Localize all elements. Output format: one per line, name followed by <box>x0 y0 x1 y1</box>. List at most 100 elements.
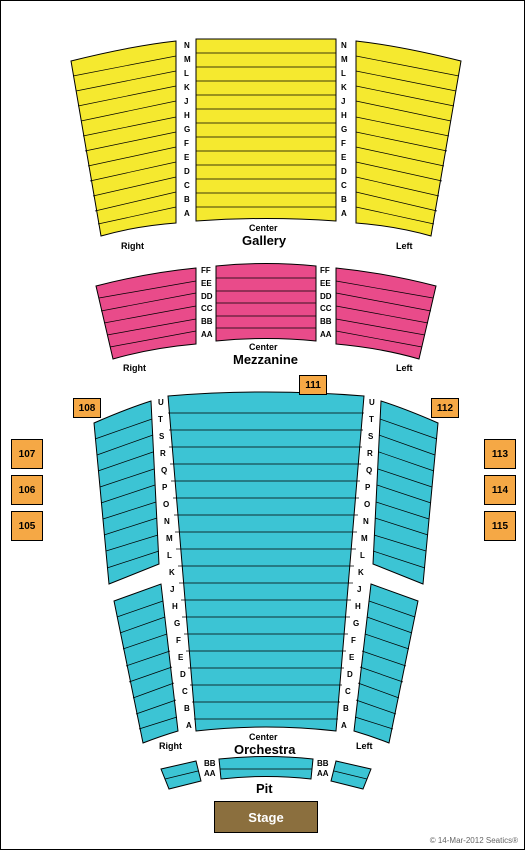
orch-p-l: P <box>162 483 167 492</box>
mezzanine-right <box>96 268 196 359</box>
pit-bb-r: BB <box>317 759 329 768</box>
orch-j-r: J <box>357 585 361 594</box>
orch-b-l: B <box>184 704 190 713</box>
box-114: 114 <box>484 475 516 505</box>
gallery-row-m-l: M <box>184 55 191 64</box>
seating-chart: N M L K J H G F E D C B A N M L K J H G … <box>0 0 525 850</box>
orch-u-r: U <box>369 398 375 407</box>
mezz-cc-l: CC <box>201 304 213 313</box>
mezz-dd-r: DD <box>320 292 332 301</box>
pit-aa-l: AA <box>204 769 216 778</box>
orch-s-r: S <box>368 432 373 441</box>
gallery-row-c-r: C <box>341 181 347 190</box>
gallery-row-g-l: G <box>184 125 190 134</box>
mezzanine-left <box>336 268 436 359</box>
orch-d-r: D <box>347 670 353 679</box>
orch-center-label: Center <box>249 732 278 742</box>
mezz-aa-r: AA <box>320 330 332 339</box>
orch-m-l: M <box>166 534 173 543</box>
orch-l-l: L <box>167 551 172 560</box>
mezz-ee-l: EE <box>201 279 212 288</box>
gallery-row-d-l: D <box>184 167 190 176</box>
orch-d-l: D <box>180 670 186 679</box>
box-111: 111 <box>299 375 327 395</box>
orch-left-label: Left <box>356 741 373 751</box>
orch-p-r: P <box>365 483 370 492</box>
orch-k-r: K <box>358 568 364 577</box>
orch-b-r: B <box>343 704 349 713</box>
gallery-row-d-r: D <box>341 167 347 176</box>
orch-t-r: T <box>369 415 374 424</box>
orch-o-l: O <box>163 500 169 509</box>
orchestra-left-upper <box>373 401 438 584</box>
gallery-row-b-l: B <box>184 195 190 204</box>
gallery-row-g-r: G <box>341 125 347 134</box>
orch-s-l: S <box>159 432 164 441</box>
mezz-center-label: Center <box>249 342 278 352</box>
box-106: 106 <box>11 475 43 505</box>
gallery-row-m-r: M <box>341 55 348 64</box>
orch-j-l: J <box>170 585 174 594</box>
gallery-row-e-l: E <box>184 153 189 162</box>
orchestra-right-upper <box>94 401 159 584</box>
copyright: © 14-Mar-2012 Seatics® <box>430 836 518 845</box>
gallery-row-h-l: H <box>184 111 190 120</box>
orch-f-r: F <box>351 636 356 645</box>
orch-right-label: Right <box>159 741 182 751</box>
gallery-title: Gallery <box>242 233 286 248</box>
orch-h-l: H <box>172 602 178 611</box>
orch-l-r: L <box>360 551 365 560</box>
box-113: 113 <box>484 439 516 469</box>
gallery-row-b-r: B <box>341 195 347 204</box>
gallery-row-n-l: N <box>184 41 190 50</box>
orch-e-l: E <box>178 653 183 662</box>
mezz-bb-l: BB <box>201 317 213 326</box>
box-107: 107 <box>11 439 43 469</box>
orch-o-r: O <box>364 500 370 509</box>
gallery-row-f-l: F <box>184 139 189 148</box>
orchestra-left-lower <box>354 584 418 743</box>
gallery-row-a-l: A <box>184 209 190 218</box>
orch-t-l: T <box>158 415 163 424</box>
gallery-row-n-r: N <box>341 41 347 50</box>
gallery-row-j-l: J <box>184 97 188 106</box>
orchestra-center <box>168 392 364 731</box>
stage: Stage <box>214 801 318 833</box>
gallery-row-k-l: K <box>184 83 190 92</box>
mezz-title: Mezzanine <box>233 352 298 367</box>
gallery-right <box>71 41 176 236</box>
orch-u-l: U <box>158 398 164 407</box>
box-108: 108 <box>73 398 101 418</box>
mezz-bb-r: BB <box>320 317 332 326</box>
mezz-ff-r: FF <box>320 266 330 275</box>
orch-k-l: K <box>169 568 175 577</box>
gallery-row-l-l: L <box>184 69 189 78</box>
orch-q-r: Q <box>366 466 372 475</box>
orch-c-l: C <box>182 687 188 696</box>
orch-g-l: G <box>174 619 180 628</box>
box-105: 105 <box>11 511 43 541</box>
gallery-row-f-r: F <box>341 139 346 148</box>
box-112: 112 <box>431 398 459 418</box>
orch-g-r: G <box>353 619 359 628</box>
orch-r-r: R <box>367 449 373 458</box>
orch-h-r: H <box>355 602 361 611</box>
gallery-left <box>356 41 461 236</box>
orch-e-r: E <box>349 653 354 662</box>
orch-n-l: N <box>164 517 170 526</box>
mezz-ee-r: EE <box>320 279 331 288</box>
orch-m-r: M <box>361 534 368 543</box>
mezz-ff-l: FF <box>201 266 211 275</box>
box-115: 115 <box>484 511 516 541</box>
orch-n-r: N <box>363 517 369 526</box>
gallery-left-label: Left <box>396 241 413 251</box>
mezzanine-center <box>216 264 316 342</box>
gallery-center <box>196 39 336 221</box>
gallery-row-l-r: L <box>341 69 346 78</box>
orch-r-l: R <box>160 449 166 458</box>
mezz-aa-l: AA <box>201 330 213 339</box>
orch-q-l: Q <box>161 466 167 475</box>
mezz-cc-r: CC <box>320 304 332 313</box>
gallery-row-a-r: A <box>341 209 347 218</box>
pit-aa-r: AA <box>317 769 329 778</box>
